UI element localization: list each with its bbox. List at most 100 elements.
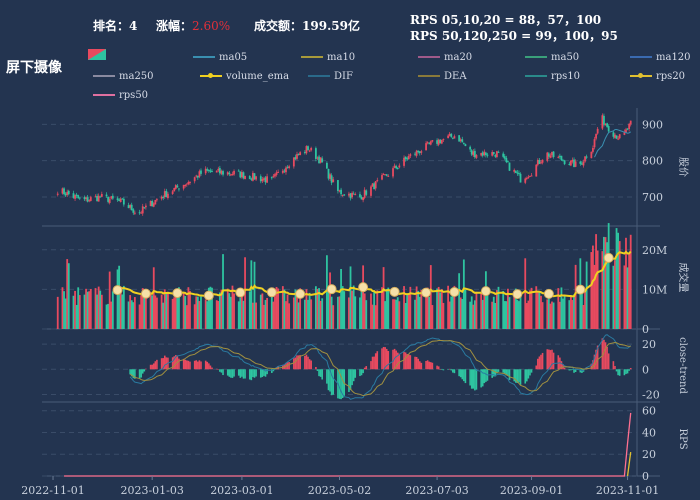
- candle: [275, 172, 278, 175]
- volume-bar: [349, 266, 352, 329]
- volume-bar: [263, 304, 265, 329]
- macd-bar: [271, 369, 273, 373]
- macd-bar: [204, 360, 207, 370]
- volume-bar: [384, 301, 387, 329]
- candle: [74, 195, 76, 199]
- legend-item-ma50[interactable]: ma50: [525, 52, 579, 64]
- candle: [414, 153, 416, 155]
- volume-bar: [617, 232, 620, 329]
- macd-bar: [469, 369, 471, 386]
- candle: [99, 196, 102, 198]
- volume-bar: [592, 245, 594, 329]
- macd-bar: [359, 369, 361, 377]
- volume-bar: [373, 292, 376, 329]
- legend-item-rps50[interactable]: rps50: [93, 90, 148, 102]
- legend-item-ma10[interactable]: ma10: [301, 52, 355, 64]
- macd-bar: [407, 354, 410, 370]
- candle: [530, 175, 533, 177]
- macd-bar: [259, 369, 262, 378]
- candle: [285, 167, 287, 173]
- candle: [233, 170, 235, 175]
- volume-bar: [431, 305, 434, 329]
- candle: [314, 148, 317, 159]
- candle: [403, 157, 405, 166]
- candle: [138, 212, 141, 214]
- legend-item-DIF[interactable]: DIF: [308, 71, 353, 83]
- volume-bar: [74, 290, 76, 329]
- volume-bar: [393, 299, 396, 329]
- macd-bar: [264, 369, 267, 377]
- volume-bar: [448, 301, 451, 329]
- legend-item-ma120[interactable]: ma120: [630, 52, 691, 64]
- legend-item-ma250[interactable]: ma250: [93, 71, 154, 83]
- macd-bar: [441, 369, 443, 370]
- macd-bar: [461, 369, 464, 380]
- macd-bar: [220, 369, 223, 373]
- candle: [316, 157, 319, 159]
- candle: [178, 188, 180, 190]
- candle: [303, 152, 306, 154]
- volume-bar: [450, 296, 453, 329]
- volume-bar: [162, 302, 165, 329]
- macd-bar: [530, 369, 533, 373]
- dif-line: [129, 334, 632, 400]
- legend-item-volume-ema[interactable]: volume_ema: [200, 71, 289, 83]
- volume-bar: [207, 287, 210, 329]
- macd-bar: [253, 369, 256, 378]
- macd-bar: [326, 369, 328, 384]
- candle: [557, 156, 560, 158]
- legend-item-ma05[interactable]: ma05: [193, 52, 247, 64]
- candle: [261, 179, 264, 182]
- candle: [590, 151, 593, 159]
- legend-item-rps20[interactable]: rps20: [630, 71, 685, 83]
- macd-bar: [318, 369, 320, 377]
- x-tick-label: 2023-11-01: [596, 484, 659, 497]
- macd-bar: [497, 369, 500, 372]
- volume-bar: [281, 286, 284, 329]
- volume-bar: [308, 292, 311, 329]
- candle: [220, 170, 223, 174]
- volume-bar: [288, 303, 291, 329]
- macd-bar: [351, 369, 353, 386]
- volume-ema-marker: [358, 282, 369, 293]
- volume-bar: [266, 297, 268, 329]
- volume-bar: [546, 299, 549, 329]
- volume-bar: [459, 297, 462, 329]
- volume-bar: [85, 288, 87, 329]
- candle: [560, 155, 563, 161]
- volume-bar: [403, 286, 405, 329]
- legend-item-DEA[interactable]: DEA: [418, 71, 467, 83]
- candle: [286, 166, 289, 168]
- macd-bar: [540, 354, 542, 370]
- macd-bar: [472, 369, 475, 389]
- candle: [363, 189, 366, 198]
- candle: [484, 152, 487, 156]
- macd-bar: [629, 367, 632, 370]
- macd-bar: [141, 369, 144, 374]
- kline-legend-icon[interactable]: [88, 49, 106, 60]
- volume-bar: [442, 302, 445, 329]
- volume-bar: [429, 265, 432, 329]
- candle: [629, 120, 632, 125]
- legend-swatch: [630, 72, 652, 78]
- legend-item-ma20[interactable]: ma20: [418, 52, 472, 64]
- candle: [107, 196, 110, 202]
- candle: [508, 162, 511, 171]
- candle: [130, 204, 133, 211]
- macd-bar: [548, 349, 550, 370]
- candle: [623, 131, 626, 135]
- candle: [374, 181, 377, 189]
- legend-item-rps10[interactable]: rps10: [525, 71, 580, 83]
- volume-bar: [116, 269, 119, 329]
- candle: [308, 150, 311, 152]
- volume-ema-marker: [512, 289, 523, 300]
- macd-bar: [296, 355, 298, 370]
- macd-bar: [574, 369, 577, 373]
- candle: [398, 165, 401, 168]
- macd-bar: [219, 369, 221, 372]
- macd-bar: [415, 356, 418, 370]
- volume-bar: [127, 301, 130, 329]
- macd-bar: [436, 365, 438, 370]
- macd-bar: [406, 354, 408, 370]
